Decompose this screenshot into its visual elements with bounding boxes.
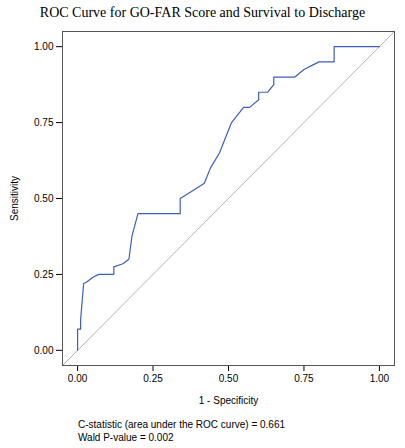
svg-text:0.00: 0.00 (34, 345, 54, 356)
svg-text:0.75: 0.75 (294, 373, 314, 384)
svg-text:0.00: 0.00 (68, 373, 88, 384)
svg-text:Sensitivity: Sensitivity (9, 176, 20, 221)
svg-text:0.25: 0.25 (34, 269, 54, 280)
svg-text:0.50: 0.50 (219, 373, 239, 384)
svg-text:1 - Specificity: 1 - Specificity (199, 395, 258, 406)
svg-text:1.00: 1.00 (34, 41, 54, 52)
html-text:Wald P-value = 0.002: Wald P-value = 0.002 (78, 432, 174, 443)
svg-text:1.00: 1.00 (370, 373, 390, 384)
svg-text:0.25: 0.25 (143, 373, 163, 384)
html-text:C-statistic (area under the RO: C-statistic (area under the ROC curve) =… (78, 419, 285, 430)
html-text:ROC Curve for GO-FAR Score and: ROC Curve for GO-FAR Score and Survival … (39, 5, 366, 20)
svg-text:0.75: 0.75 (34, 117, 54, 128)
svg-text:0.50: 0.50 (34, 193, 54, 204)
